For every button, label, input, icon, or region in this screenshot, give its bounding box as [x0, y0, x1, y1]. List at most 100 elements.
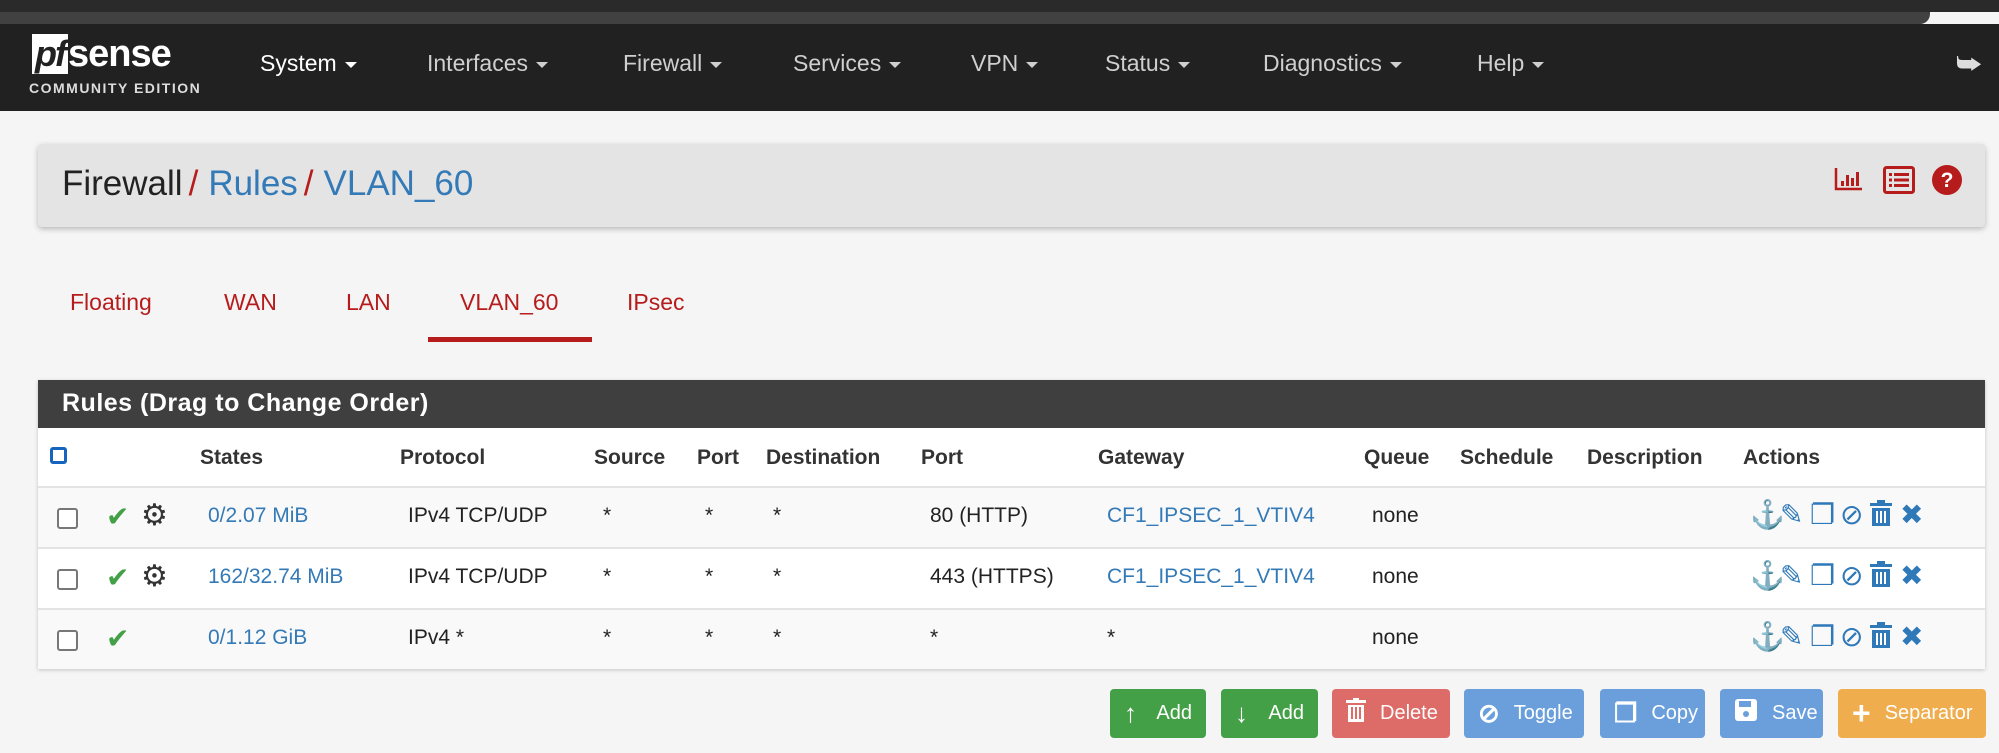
- rule-queue: none: [1372, 626, 1419, 649]
- col-gateway: Gateway: [1098, 446, 1185, 469]
- row-select-checkbox[interactable]: [57, 569, 78, 590]
- save-button[interactable]: Save: [1720, 689, 1823, 738]
- tab-lan[interactable]: LAN: [346, 289, 391, 315]
- tab-vlan60[interactable]: VLAN_60: [460, 289, 559, 315]
- nav-services[interactable]: Services: [793, 50, 902, 77]
- rule-gateway[interactable]: CF1_IPSEC_1_VTIV4: [1107, 504, 1315, 527]
- list-icon[interactable]: [1883, 166, 1915, 201]
- select-all-checkbox[interactable]: [50, 447, 67, 464]
- row-select-checkbox[interactable]: [57, 630, 78, 651]
- rule-states-link[interactable]: 0/1.12 GiB: [208, 626, 308, 649]
- pencil-icon[interactable]: ✎: [1780, 499, 1804, 530]
- toggle-button[interactable]: ⊘ Toggle: [1464, 689, 1584, 738]
- times-icon[interactable]: ✖: [1900, 560, 1924, 591]
- caret-down-icon: [1178, 61, 1191, 68]
- ban-icon: ⊘: [1478, 698, 1500, 728]
- rule-destination-port: 80 (HTTP): [930, 504, 1029, 527]
- nav-label: System: [260, 50, 337, 76]
- sign-out-icon[interactable]: ⮩: [1956, 48, 1983, 79]
- plus-icon: +: [1852, 695, 1871, 731]
- rule-destination: *: [773, 565, 782, 588]
- nav-status[interactable]: Status: [1105, 50, 1191, 77]
- trash-icon[interactable]: [1870, 622, 1892, 654]
- copy-icon[interactable]: ❐: [1810, 621, 1836, 652]
- rule-states-link[interactable]: 0/2.07 MiB: [208, 504, 309, 527]
- tab-floating[interactable]: Floating: [70, 289, 152, 315]
- nav-interfaces[interactable]: Interfaces: [427, 50, 548, 77]
- copy-icon[interactable]: ❐: [1810, 560, 1836, 591]
- copy-button[interactable]: ❐ Copy: [1600, 689, 1705, 738]
- ban-icon[interactable]: ⊘: [1840, 621, 1864, 652]
- rule-queue: none: [1372, 565, 1419, 588]
- nav-firewall[interactable]: Firewall: [623, 50, 723, 77]
- nav-vpn[interactable]: VPN: [971, 50, 1039, 77]
- bar-chart-icon[interactable]: [1834, 166, 1864, 199]
- rule-states-link[interactable]: 162/32.74 MiB: [208, 565, 344, 588]
- pfsense-logo[interactable]: pfsense COMMUNITY EDITION: [29, 33, 200, 97]
- rule-protocol: IPv4 TCP/UDP: [408, 504, 548, 527]
- trash-icon: [1346, 698, 1366, 729]
- nav-label: VPN: [971, 50, 1019, 76]
- col-actions: Actions: [1743, 446, 1821, 469]
- breadcrumb-rules[interactable]: Rules: [208, 164, 298, 203]
- caret-down-icon: [1532, 61, 1545, 68]
- add-top-button[interactable]: ↑ Add: [1110, 689, 1206, 738]
- navbar: pfsense COMMUNITY EDITION System Interfa…: [0, 24, 1999, 111]
- delete-button[interactable]: Delete: [1332, 689, 1450, 738]
- nav-label: Diagnostics: [1263, 50, 1382, 76]
- ban-icon[interactable]: ⊘: [1840, 560, 1864, 591]
- button-label: Toggle: [1513, 702, 1573, 724]
- nav-label: Help: [1477, 50, 1525, 76]
- table-row[interactable]: ✔ ⚙ 0/2.07 MiB IPv4 TCP/UDP * * * 80 (HTTP) CF1_…: [38, 486, 1985, 547]
- nav-label: Interfaces: [427, 50, 528, 76]
- question-circle-icon[interactable]: ?: [1931, 164, 1963, 203]
- rule-source-port: *: [705, 565, 714, 588]
- times-icon[interactable]: ✖: [1900, 621, 1924, 652]
- trash-icon[interactable]: [1870, 561, 1892, 593]
- anchor-icon[interactable]: ⚓: [1750, 621, 1785, 652]
- button-label: Copy: [1651, 702, 1699, 724]
- window-top-bar: [0, 0, 1999, 12]
- active-tab-indicator: [428, 337, 592, 342]
- add-separator-button[interactable]: + Separator: [1838, 689, 1986, 738]
- nav-diagnostics[interactable]: Diagnostics: [1263, 50, 1402, 77]
- copy-icon[interactable]: ❐: [1810, 499, 1836, 530]
- level-up-icon: ↑: [1124, 698, 1137, 728]
- table-row[interactable]: ✔ ⚙ 162/32.74 MiB IPv4 TCP/UDP * * * 443 (HTTPS…: [38, 547, 1985, 608]
- tab-ipsec[interactable]: IPsec: [627, 289, 685, 315]
- button-label: Add: [1156, 702, 1192, 724]
- caret-down-icon: [1026, 61, 1039, 68]
- trash-icon[interactable]: [1870, 500, 1892, 532]
- pencil-icon[interactable]: ✎: [1780, 560, 1804, 591]
- nav-label: Firewall: [623, 50, 703, 76]
- rules-panel: Rules (Drag to Change Order) States Prot…: [38, 380, 1985, 669]
- times-icon[interactable]: ✖: [1900, 499, 1924, 530]
- rule-source: *: [603, 504, 612, 527]
- nav-system[interactable]: System: [260, 50, 357, 77]
- col-protocol: Protocol: [400, 446, 486, 469]
- rules-panel-title: Rules (Drag to Change Order): [38, 380, 1985, 428]
- caret-down-icon: [536, 61, 548, 68]
- check-icon[interactable]: ✔: [106, 562, 130, 593]
- rule-gateway[interactable]: CF1_IPSEC_1_VTIV4: [1107, 565, 1315, 588]
- nav-help[interactable]: Help: [1477, 50, 1545, 77]
- window-tab-strip: [0, 12, 1930, 24]
- rule-destination: *: [773, 626, 782, 649]
- col-description: Description: [1587, 446, 1703, 469]
- breadcrumb-panel: Firewall / Rules / VLAN_60 ?: [38, 144, 1985, 227]
- logo-sense: sense: [67, 33, 172, 75]
- nav-label: Services: [793, 50, 882, 76]
- breadcrumb-vlan60[interactable]: VLAN_60: [323, 164, 474, 203]
- tab-wan[interactable]: WAN: [224, 289, 277, 315]
- check-icon[interactable]: ✔: [106, 501, 130, 532]
- check-icon[interactable]: ✔: [106, 623, 130, 654]
- anchor-icon[interactable]: ⚓: [1750, 560, 1785, 591]
- row-select-checkbox[interactable]: [57, 508, 78, 529]
- ban-icon[interactable]: ⊘: [1840, 499, 1864, 530]
- pencil-icon[interactable]: ✎: [1780, 621, 1804, 652]
- breadcrumb-firewall: Firewall: [62, 164, 183, 203]
- floppy-icon: [1734, 698, 1758, 729]
- add-bottom-button[interactable]: ↓ Add: [1221, 689, 1318, 738]
- anchor-icon[interactable]: ⚓: [1750, 499, 1785, 530]
- table-row[interactable]: ✔ 0/1.12 GiB IPv4 * * * * * * none ⚓ ✎ ❐ ⊘ ✖: [38, 608, 1985, 669]
